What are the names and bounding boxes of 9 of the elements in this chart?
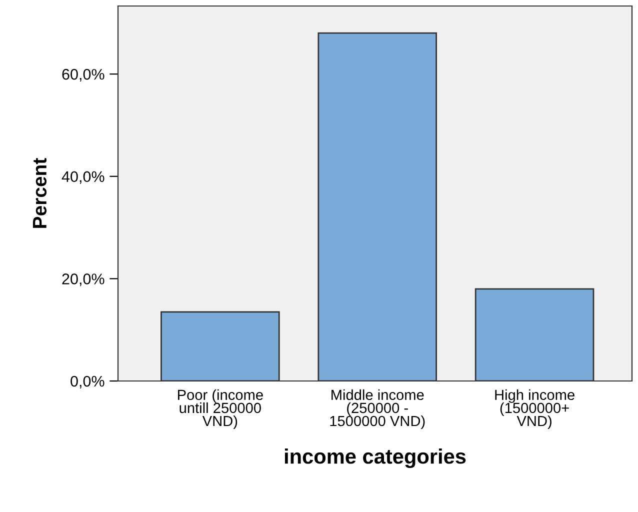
y-axis-title: Percent <box>32 158 47 228</box>
y-tick-label: 20,0% <box>62 274 104 286</box>
x-tick-label: Poor (income untill 250000 VND) <box>178 389 263 430</box>
x-tick-label: Middle income (250000 - 1500000 VND) <box>330 389 425 430</box>
y-tick-label: 0,0% <box>70 376 104 388</box>
x-tick-label: High income (1500000+ VND) <box>495 389 574 430</box>
y-tick-label: 60,0% <box>62 68 104 82</box>
y-tick-label: 40,0% <box>62 171 104 184</box>
x-axis-title: income categories <box>284 448 466 468</box>
